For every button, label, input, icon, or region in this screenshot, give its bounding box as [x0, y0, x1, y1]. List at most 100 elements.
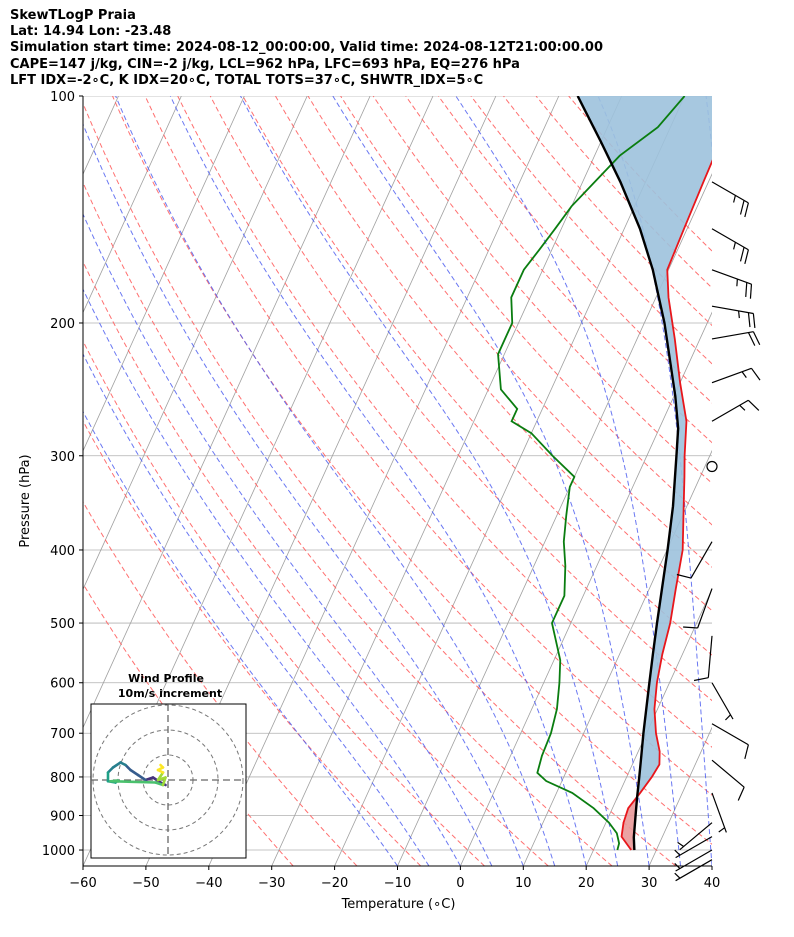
hodograph-segment — [154, 781, 165, 787]
isotherm-line — [83, 96, 308, 591]
dry-adiabat — [83, 102, 677, 866]
isotherm-line — [522, 449, 712, 866]
dry-adiabat — [83, 500, 358, 866]
moist-adiabat — [705, 96, 712, 155]
wind-barb — [711, 269, 753, 299]
plot-area — [83, 96, 712, 866]
y-tick-label: 900 — [50, 810, 75, 825]
wind-barb — [676, 541, 713, 579]
chart-title: SkewTLogP Praia — [10, 8, 136, 23]
dry-adiabat — [372, 96, 712, 484]
wind-barb — [674, 859, 713, 882]
wind-barb — [711, 792, 727, 833]
wind-barb — [677, 822, 713, 851]
isotherm-line — [271, 96, 623, 866]
indices-line-1: CAPE=147 j/kg, CIN=-2 j/kg, LCL=962 hPa,… — [10, 57, 520, 72]
hodograph-segment — [159, 763, 165, 769]
moist-adiabat — [115, 96, 556, 866]
wind-barb — [674, 849, 713, 872]
wind-barb — [711, 228, 749, 265]
dry-adiabat — [274, 96, 712, 612]
wind-barb — [693, 635, 713, 682]
dry-adiabat — [242, 96, 712, 656]
moist-adiabat — [83, 212, 493, 866]
dry-adiabat — [83, 420, 422, 866]
x-tick-label: −10 — [384, 876, 411, 891]
dry-adiabat — [83, 260, 549, 866]
wind-barb — [711, 723, 749, 760]
hodograph-subtitle: 10m/s increment — [118, 687, 222, 700]
x-tick-label: −50 — [132, 876, 159, 891]
moist-adiabat — [83, 352, 430, 866]
dry-adiabat — [144, 96, 712, 796]
y-tick-label: 1000 — [42, 844, 75, 859]
wind-barb — [711, 367, 761, 384]
y-tick-label: 400 — [50, 544, 75, 559]
indices-line-2: LFT IDX=-2∘C, K IDX=20∘C, TOTAL TOTS=37∘… — [10, 73, 484, 88]
x-tick-label: 0 — [456, 876, 464, 891]
x-tick-label: 20 — [578, 876, 595, 891]
moist-adiabat — [597, 96, 712, 866]
x-tick-label: −60 — [69, 876, 96, 891]
wind-barb — [711, 682, 734, 721]
y-tick-label: 800 — [50, 771, 75, 786]
temperature-line — [620, 159, 712, 851]
wind-barb — [711, 331, 761, 346]
dry-adiabat — [83, 181, 613, 866]
hodograph-title: Wind Profile — [128, 672, 204, 685]
isotherm-line — [711, 865, 712, 866]
x-tick-label: −30 — [258, 876, 285, 891]
y-tick-label: 300 — [50, 450, 75, 465]
isotherm-line — [334, 96, 685, 866]
dry-adiabat — [437, 96, 712, 404]
y-tick-label: 100 — [50, 90, 75, 105]
dry-adiabat — [112, 96, 712, 845]
moist-adiabat — [83, 122, 524, 866]
moist-adiabat — [240, 96, 619, 866]
hodograph-segment — [109, 779, 157, 784]
moist-adiabat — [332, 96, 650, 866]
dry-adiabat — [83, 582, 294, 866]
hodograph-segment — [129, 768, 140, 777]
wind-barb-calm — [706, 460, 718, 473]
wind-barb — [711, 181, 749, 218]
hodograph-segment — [136, 773, 147, 782]
x-tick-label: 10 — [515, 876, 532, 891]
dry-adiabat — [405, 96, 712, 444]
x-axis-label: Temperature (∘C) — [341, 897, 456, 912]
isotherm-line — [83, 96, 182, 314]
wind-barb — [711, 759, 745, 801]
x-tick-label: −20 — [321, 876, 348, 891]
wind-barb — [683, 588, 713, 629]
dry-adiabat — [177, 96, 712, 748]
time-line: Simulation start time: 2024-08-12_00:00:… — [10, 40, 603, 55]
wind-barb — [711, 399, 760, 422]
moist-adiabat — [83, 410, 398, 866]
dry-adiabat — [340, 96, 712, 526]
hodograph-segment — [111, 761, 122, 769]
y-tick-label: 600 — [50, 677, 75, 692]
parcel-profile-line — [576, 96, 680, 851]
cin-area — [577, 96, 712, 797]
moist-adiabat — [455, 96, 682, 866]
dewpoint-line — [497, 96, 686, 851]
hodograph-segment — [144, 776, 155, 782]
isotherm-line — [83, 96, 245, 452]
y-tick-label: 500 — [50, 617, 75, 632]
location-line: Lat: 14.94 Lon: -23.48 — [10, 24, 172, 39]
isotherm-line — [83, 96, 371, 729]
x-tick-label: −40 — [195, 876, 222, 891]
isotherm-line — [460, 311, 712, 866]
dry-adiabat — [307, 96, 712, 568]
isotherm-line — [208, 96, 560, 866]
hodograph-inset: Wind Profile 10m/s increment — [90, 672, 247, 859]
dry-adiabat — [209, 96, 712, 702]
x-tick-label: 40 — [704, 876, 721, 891]
hodograph-segment — [156, 771, 165, 782]
wind-barb — [674, 836, 713, 859]
x-tick-label: 30 — [641, 876, 658, 891]
y-axis-label: Pressure (hPa) — [18, 454, 33, 547]
y-tick-label: 700 — [50, 727, 75, 742]
isotherm-line — [648, 726, 712, 866]
